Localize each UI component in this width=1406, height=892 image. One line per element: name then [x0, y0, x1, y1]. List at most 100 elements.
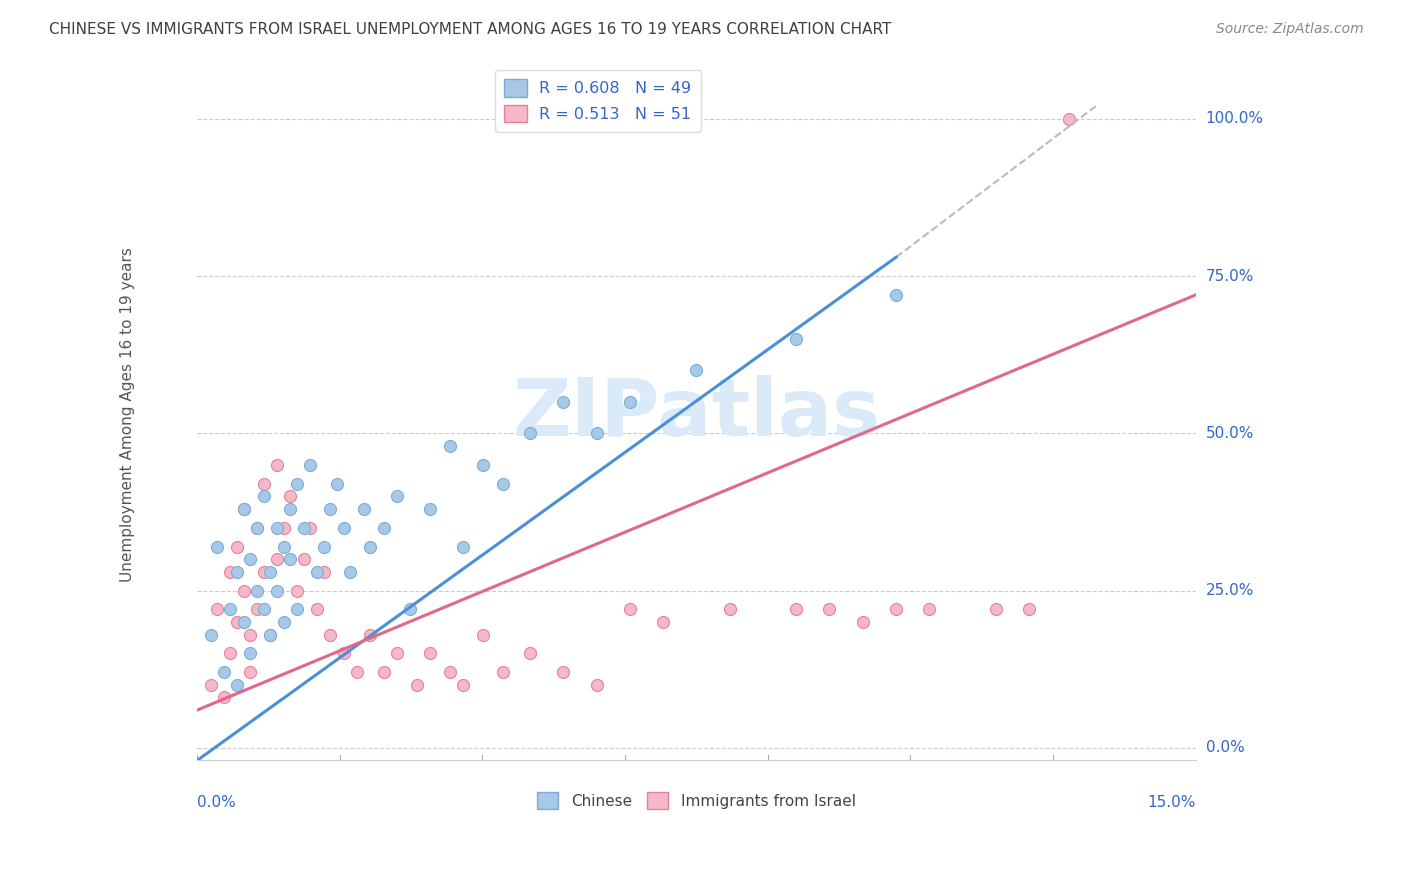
Point	[373, 521, 395, 535]
Point	[385, 647, 408, 661]
Point	[205, 602, 228, 616]
Point	[785, 602, 807, 616]
Point	[219, 565, 242, 579]
Point	[299, 521, 322, 535]
Point	[453, 540, 475, 554]
Point	[226, 565, 249, 579]
Point	[619, 395, 641, 409]
Point	[785, 332, 807, 346]
Point	[519, 426, 541, 441]
Point	[212, 690, 235, 705]
Point	[239, 627, 262, 641]
Text: 15.0%: 15.0%	[1147, 795, 1195, 810]
Point	[266, 458, 288, 472]
Point	[346, 665, 368, 680]
Point	[205, 540, 228, 554]
Point	[419, 647, 441, 661]
Point	[984, 602, 1007, 616]
Point	[212, 665, 235, 680]
Text: 0.0%: 0.0%	[197, 795, 236, 810]
Point	[332, 647, 354, 661]
Text: 0.0%: 0.0%	[1205, 740, 1244, 756]
Point	[359, 627, 381, 641]
Point	[439, 439, 461, 453]
Point	[399, 602, 422, 616]
Point	[226, 678, 249, 692]
Point	[405, 678, 427, 692]
Point	[226, 615, 249, 629]
Point	[685, 363, 707, 377]
Point	[319, 627, 342, 641]
Point	[472, 627, 495, 641]
Point	[339, 565, 361, 579]
Point	[1057, 112, 1080, 126]
Point	[305, 565, 328, 579]
Point	[232, 615, 254, 629]
Point	[553, 665, 575, 680]
Point	[439, 665, 461, 680]
Point	[232, 583, 254, 598]
Point	[253, 476, 276, 491]
Point	[246, 521, 269, 535]
Point	[239, 665, 262, 680]
Point	[259, 627, 281, 641]
Point	[253, 565, 276, 579]
Point	[266, 583, 288, 598]
Text: 75.0%: 75.0%	[1205, 268, 1254, 284]
Point	[585, 426, 607, 441]
Text: 50.0%: 50.0%	[1205, 425, 1254, 441]
Point	[259, 627, 281, 641]
Point	[232, 501, 254, 516]
Point	[280, 501, 302, 516]
Point	[246, 602, 269, 616]
Point	[312, 565, 335, 579]
Point	[419, 501, 441, 516]
Legend: Chinese, Immigrants from Israel: Chinese, Immigrants from Israel	[531, 786, 862, 815]
Point	[1018, 602, 1040, 616]
Point	[266, 521, 288, 535]
Point	[852, 615, 875, 629]
Point	[385, 489, 408, 503]
Point	[232, 501, 254, 516]
Point	[492, 665, 515, 680]
Point	[280, 489, 302, 503]
Point	[619, 602, 641, 616]
Point	[373, 665, 395, 680]
Point	[259, 565, 281, 579]
Point	[200, 678, 222, 692]
Point	[299, 458, 322, 472]
Point	[353, 501, 375, 516]
Point	[519, 647, 541, 661]
Point	[285, 602, 308, 616]
Point	[200, 627, 222, 641]
Point	[305, 602, 328, 616]
Point	[312, 540, 335, 554]
Point	[359, 540, 381, 554]
Point	[652, 615, 675, 629]
Point	[285, 476, 308, 491]
Point	[472, 458, 495, 472]
Point	[453, 678, 475, 692]
Point	[884, 288, 907, 302]
Point	[884, 602, 907, 616]
Text: 100.0%: 100.0%	[1205, 112, 1264, 127]
Point	[332, 521, 354, 535]
Point	[239, 552, 262, 566]
Point	[273, 521, 295, 535]
Point	[492, 476, 515, 491]
Point	[266, 552, 288, 566]
Point	[292, 521, 315, 535]
Point	[319, 501, 342, 516]
Point	[246, 521, 269, 535]
Point	[219, 647, 242, 661]
Point	[273, 540, 295, 554]
Point	[285, 583, 308, 598]
Point	[326, 476, 349, 491]
Text: 25.0%: 25.0%	[1205, 583, 1254, 598]
Point	[239, 647, 262, 661]
Text: CHINESE VS IMMIGRANTS FROM ISRAEL UNEMPLOYMENT AMONG AGES 16 TO 19 YEARS CORRELA: CHINESE VS IMMIGRANTS FROM ISRAEL UNEMPL…	[49, 22, 891, 37]
Point	[219, 602, 242, 616]
Point	[273, 615, 295, 629]
Text: Source: ZipAtlas.com: Source: ZipAtlas.com	[1216, 22, 1364, 37]
Point	[292, 552, 315, 566]
